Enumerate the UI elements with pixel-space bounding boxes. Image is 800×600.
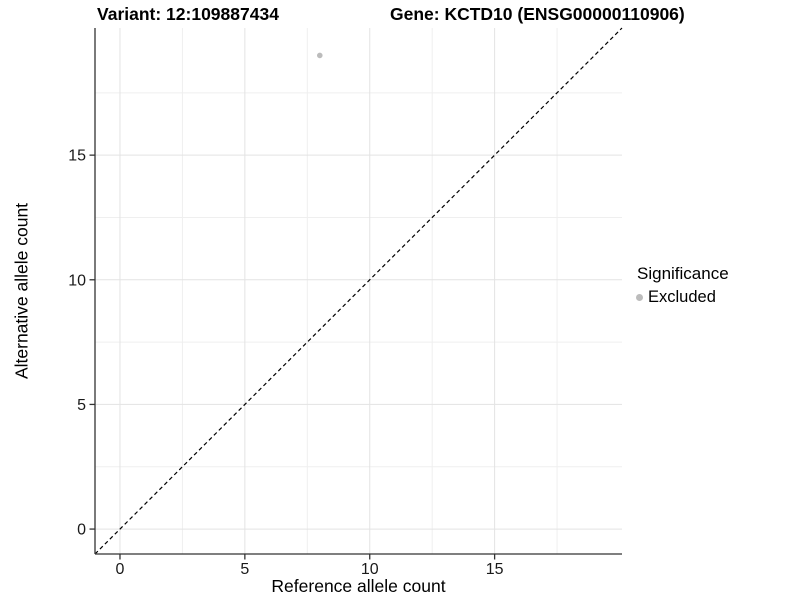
y-tick-label: 0	[77, 522, 86, 539]
legend-item-label: Excluded	[648, 288, 716, 306]
x-tick-label: 10	[361, 561, 379, 578]
legend-title: Significance	[637, 264, 729, 283]
y-tick-label: 10	[68, 272, 86, 289]
plot-title-gene: Gene: KCTD10 (ENSG00000110906)	[390, 4, 685, 24]
x-tick-label: 5	[240, 561, 249, 578]
legend-point-icon	[636, 294, 643, 301]
legend-item-excluded: Excluded	[636, 288, 729, 307]
y-tick-label: 5	[77, 397, 86, 414]
x-tick-label: 15	[486, 561, 504, 578]
y-tick-label: 15	[68, 148, 86, 165]
y-axis-label: Alternative allele count	[11, 202, 32, 380]
identity-line	[94, 27, 623, 555]
x-axis-label: Reference allele count	[271, 576, 446, 596]
plot-title-variant: Variant: 12:109887434	[97, 4, 279, 24]
legend: Significance Excluded	[636, 264, 729, 307]
data-point	[316, 52, 323, 59]
x-tick-label: 0	[116, 561, 125, 578]
